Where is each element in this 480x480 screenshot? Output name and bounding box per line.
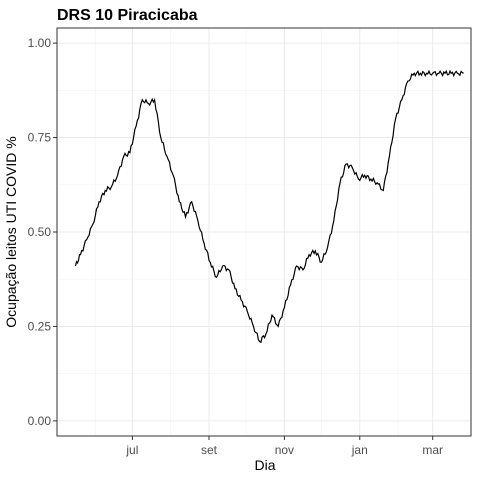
series-layer: [74, 69, 464, 344]
y-tick-label: 0.50: [28, 225, 52, 239]
chart-title: DRS 10 Piracicaba: [57, 7, 198, 24]
x-tick-label: jul: [125, 443, 138, 457]
x-axis-title: Dia: [254, 457, 275, 473]
y-axis-title: Ocupação leitos UTI COVID %: [3, 136, 19, 327]
y-tick-label: 1.00: [28, 36, 52, 50]
series-line: [74, 69, 464, 344]
x-tick-label: nov: [275, 443, 294, 457]
x-tick-label: set: [201, 443, 218, 457]
grid: [57, 28, 471, 436]
y-tick-label: 0.25: [28, 319, 52, 333]
axis-ticks: 0.00 0.25 0.50 0.75 1.00 jul set nov jan mar: [28, 36, 443, 457]
x-tick-label: jan: [351, 443, 368, 457]
y-tick-label: 0.00: [28, 414, 52, 428]
x-tick-label: mar: [422, 443, 443, 457]
y-tick-label: 0.75: [28, 131, 52, 145]
